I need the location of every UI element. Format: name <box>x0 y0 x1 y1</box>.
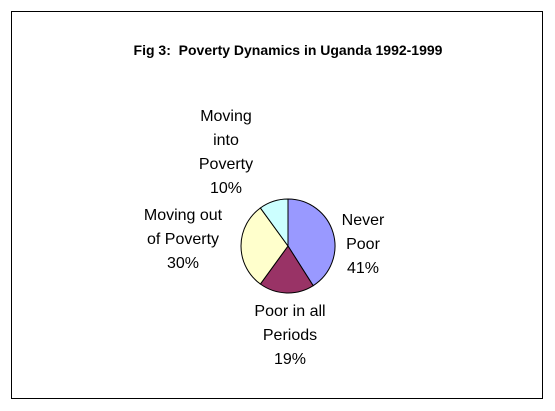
category-label: Moving into Poverty <box>198 108 254 173</box>
pie-slice <box>259 245 314 294</box>
category-label: Never Poor <box>341 212 385 253</box>
slice-label: Poor in all Periods 19% <box>240 300 340 372</box>
category-label: Poor in all Periods <box>254 303 326 344</box>
slice-label: Moving out of Poverty 30% <box>135 204 231 276</box>
pie-slice <box>240 207 289 285</box>
pie-slice <box>259 198 289 248</box>
category-label: Moving out of Poverty <box>143 207 223 248</box>
slice-label: Never Poor 41% <box>338 209 388 281</box>
chart-frame <box>11 11 543 399</box>
value-label: 41% <box>346 260 380 277</box>
value-label: 30% <box>166 255 200 272</box>
chart-title: Fig 3: Poverty Dynamics in Uganda 1992-1… <box>133 42 443 58</box>
value-label: 10% <box>209 180 243 197</box>
value-label: 19% <box>273 351 307 368</box>
slice-label: Moving into Poverty 10% <box>191 105 261 201</box>
